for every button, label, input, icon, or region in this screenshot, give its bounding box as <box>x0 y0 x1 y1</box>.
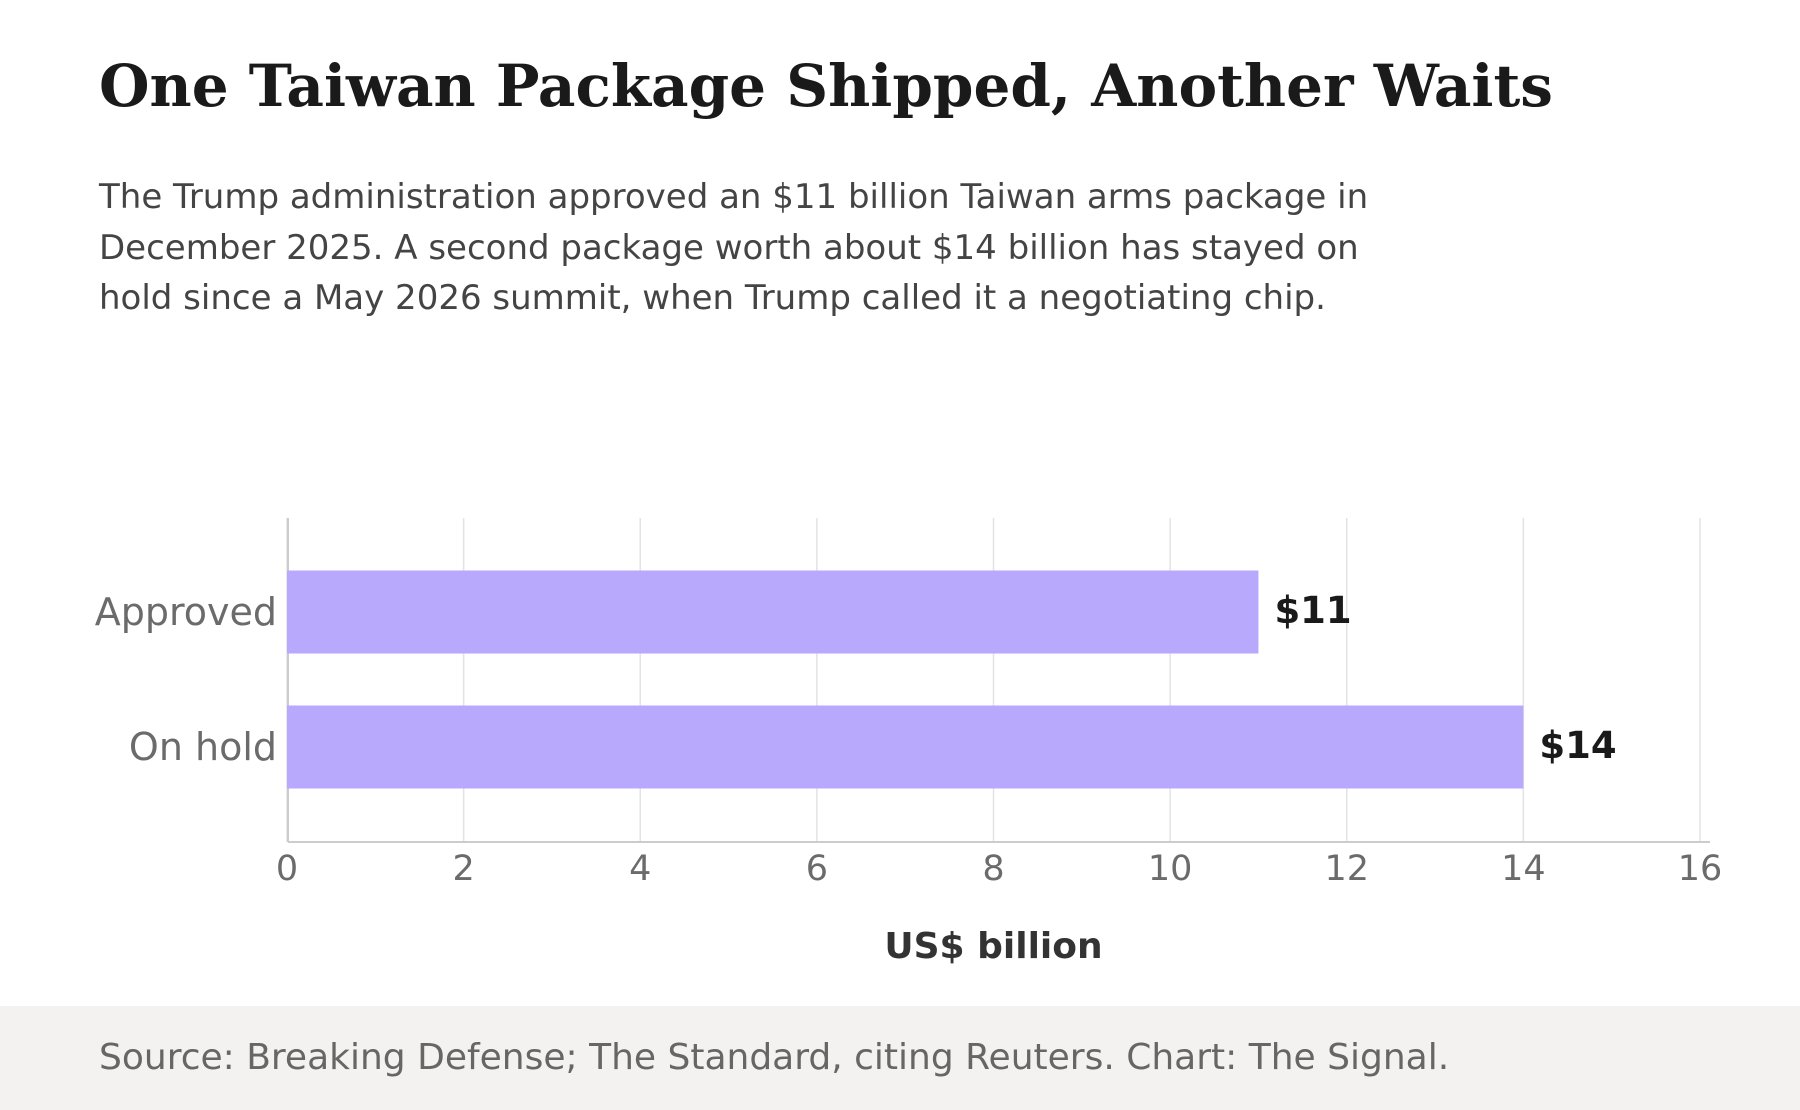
chart-subtitle: The Trump administration approved an $11… <box>99 177 1369 318</box>
chart-title: One Taiwan Package Shipped, Another Wait… <box>99 52 1553 120</box>
bar-chart: 0 2 4 6 8 10 12 14 16 Approved $11 On hold $14 US$ bi… <box>95 518 1723 967</box>
category-label: Approved <box>95 590 277 634</box>
category-label: On hold <box>129 725 277 769</box>
bar-on-hold <box>287 705 1524 789</box>
bars <box>287 570 1524 789</box>
x-tick-label: 6 <box>806 849 828 889</box>
x-tick-label: 0 <box>276 849 298 889</box>
x-tick-label: 16 <box>1678 849 1723 889</box>
value-label: $14 <box>1539 724 1616 767</box>
x-tick-label: 12 <box>1324 849 1369 889</box>
x-tick-label: 4 <box>629 849 651 889</box>
x-tick-label: 10 <box>1148 849 1193 889</box>
footer: Source: Breaking Defense; The Standard, … <box>0 1006 1800 1110</box>
value-label: $11 <box>1274 589 1351 632</box>
source-note: Source: Breaking Defense; The Standard, … <box>99 1037 1450 1078</box>
x-tick-label: 2 <box>452 849 474 889</box>
x-axis-title: US$ billion <box>884 926 1102 967</box>
gridlines <box>286 518 1701 842</box>
labels: 0 2 4 6 8 10 12 14 16 Approved $11 On hold $14 US$ bi… <box>95 589 1723 967</box>
x-tick-label: 14 <box>1501 849 1546 889</box>
x-tick-label: 8 <box>982 849 1004 889</box>
axes <box>287 518 1710 843</box>
bar-approved <box>287 570 1259 654</box>
